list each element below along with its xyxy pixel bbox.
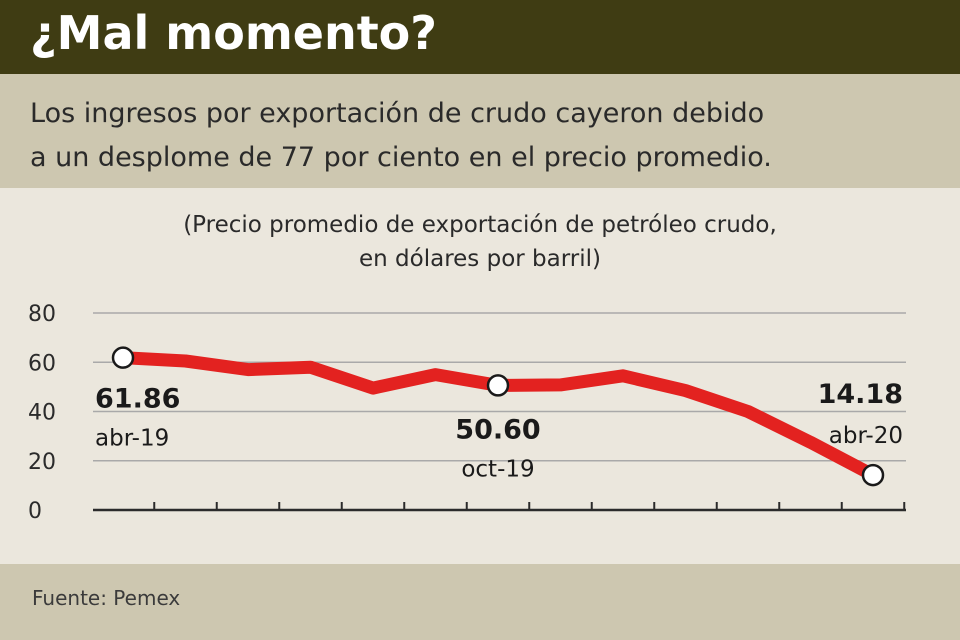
subtitle-line-1: Los ingresos por exportación de crudo ca… (30, 98, 765, 129)
data-label-period-oct-19: oct-19 (461, 456, 534, 482)
chart-area: (Precio promedio de exportación de petró… (0, 188, 960, 564)
subtitle: Los ingresos por exportación de crudo ca… (30, 92, 930, 180)
chart-note: (Precio promedio de exportación de petró… (0, 208, 960, 276)
y-tick-label-60: 60 (28, 351, 56, 376)
header-bar: ¿Mal momento? (0, 0, 960, 74)
y-tick-label-40: 40 (28, 401, 56, 426)
data-label-value-abr-19: 61.86 (95, 384, 180, 415)
source-note: Fuente: Pemex (32, 586, 181, 610)
data-label-period-abr-19: abr-19 (95, 426, 169, 452)
footer-band: Fuente: Pemex (0, 564, 960, 640)
data-point-oct-19 (486, 374, 510, 397)
data-label-value-abr-20: 14.18 (818, 379, 903, 410)
y-tick-label-0: 0 (28, 499, 42, 524)
page-title: ¿Mal momento? (30, 6, 437, 60)
subtitle-line-2: a un desplome de 77 por ciento en el pre… (30, 142, 772, 173)
chart-note-line-1: (Precio promedio de exportación de petró… (183, 212, 777, 238)
line-chart: 0 20 40 60 80 61.86 abr-19 50.60 oct-19 14.18 abr-… (28, 302, 906, 524)
y-tick-label-80: 80 (28, 302, 56, 327)
chart-note-line-2: en dólares por barril) (359, 246, 601, 272)
subtitle-band: Los ingresos por exportación de crudo ca… (0, 74, 960, 188)
data-label-period-abr-20: abr-20 (829, 423, 903, 449)
data-point-abr-20 (861, 463, 885, 487)
y-tick-label-20: 20 (28, 450, 56, 475)
data-point-abr-19 (111, 346, 135, 369)
data-label-value-oct-19: 50.60 (455, 414, 540, 445)
